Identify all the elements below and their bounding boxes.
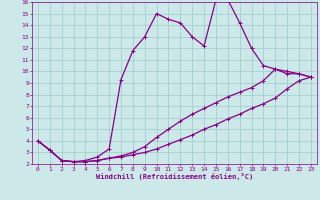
X-axis label: Windchill (Refroidissement éolien,°C): Windchill (Refroidissement éolien,°C) xyxy=(96,173,253,180)
